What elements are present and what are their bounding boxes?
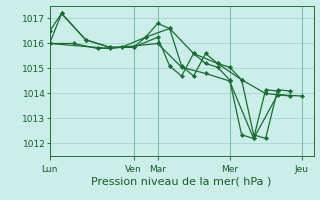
X-axis label: Pression niveau de la mer( hPa ): Pression niveau de la mer( hPa ) (92, 177, 272, 187)
